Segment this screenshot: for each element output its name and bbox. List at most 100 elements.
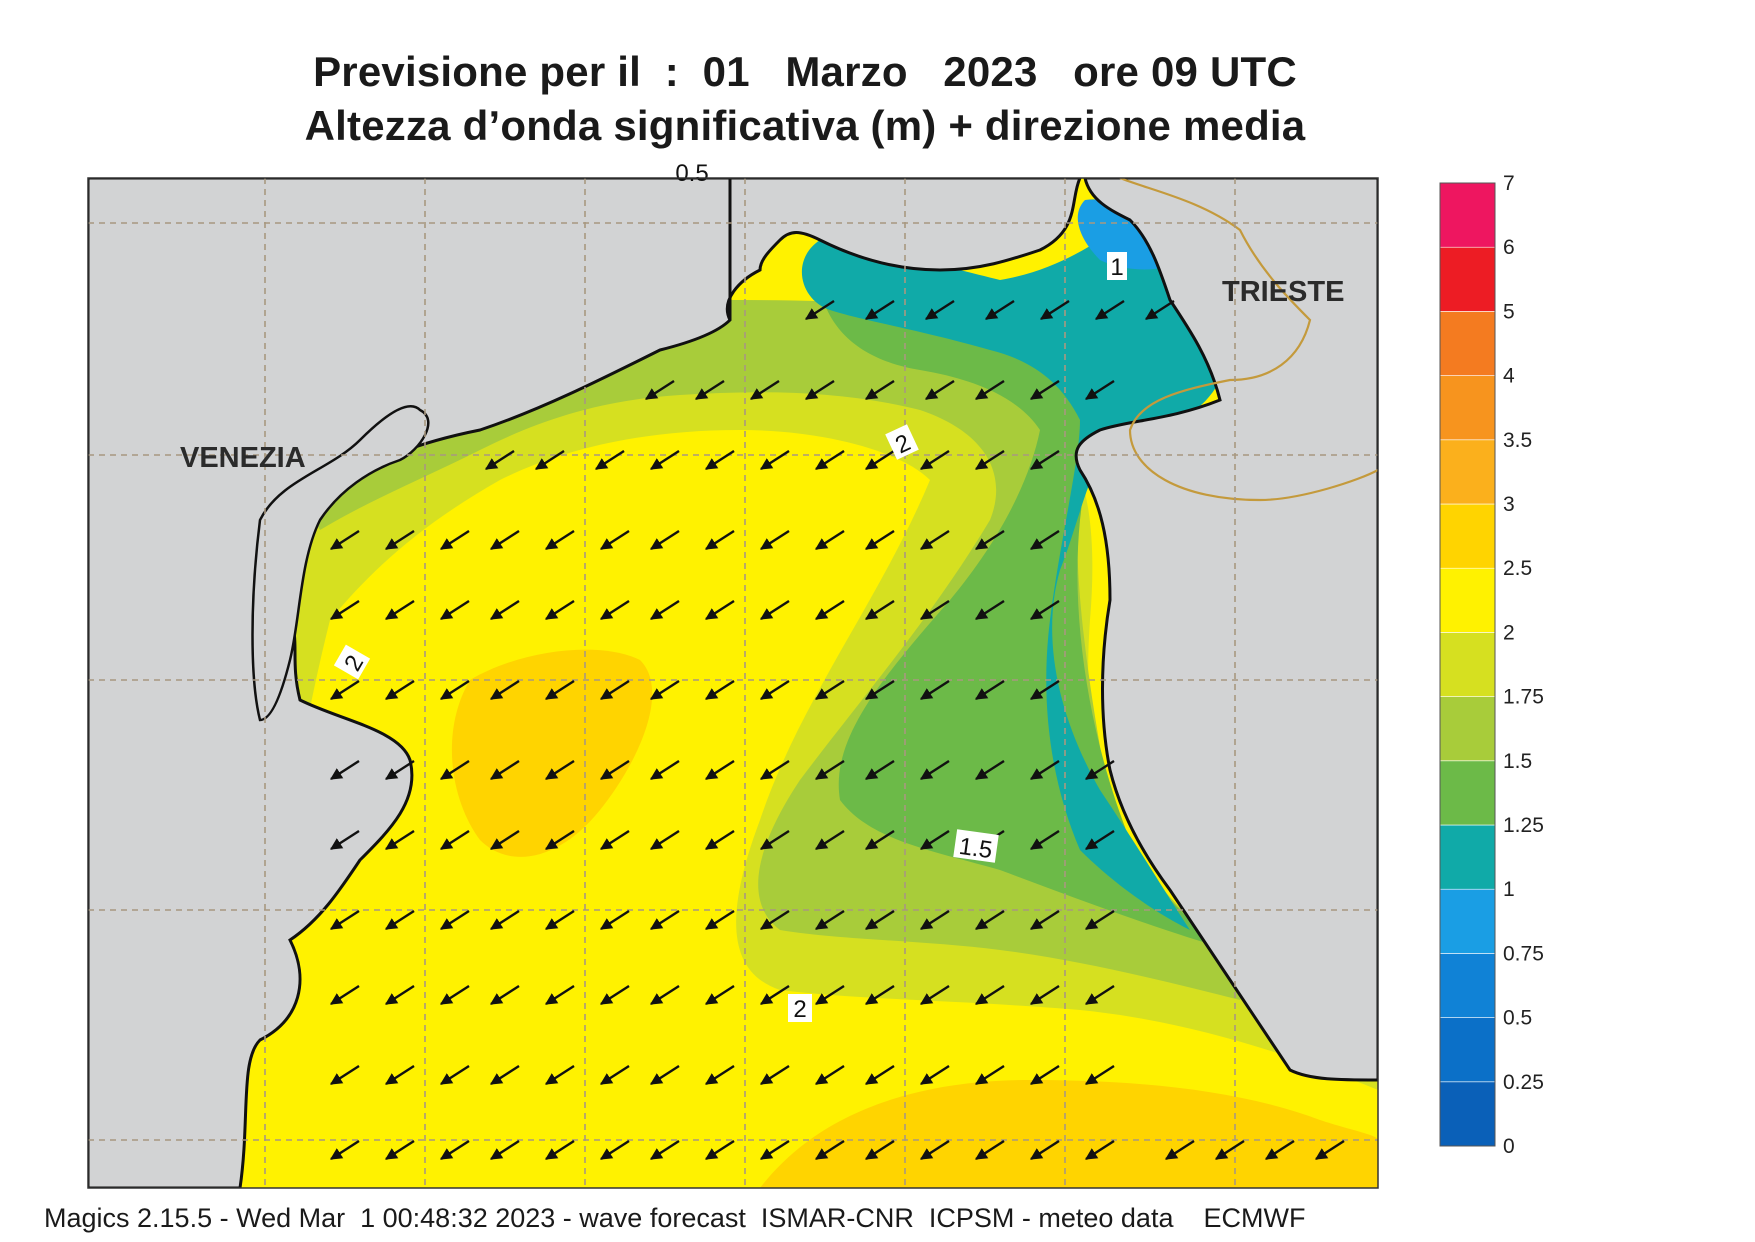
direction-arrow <box>814 449 845 471</box>
direction-arrow <box>704 829 735 851</box>
svg-text:1.5: 1.5 <box>957 833 994 864</box>
legend-tick-label: 0.5 <box>1503 1007 1532 1030</box>
direction-arrow <box>644 379 675 401</box>
direction-arrow <box>924 299 955 321</box>
direction-arrow <box>1084 829 1115 851</box>
color-legend: 0 0.25 0.5 0.75 1 1.25 1.5 1.75 2 2.5 3 3.5 4 5 6 7 <box>1439 172 1544 1158</box>
svg-text:2: 2 <box>793 996 806 1023</box>
direction-arrow <box>384 909 415 931</box>
direction-arrow <box>439 599 470 621</box>
wave-band-1-25 <box>820 290 1230 950</box>
direction-arrow <box>974 679 1005 701</box>
legend-swatch <box>1439 1017 1496 1083</box>
land-venice-lagoon <box>251 405 430 722</box>
direction-arrow <box>864 829 895 851</box>
direction-arrow <box>599 599 630 621</box>
legend-swatch <box>1439 696 1496 762</box>
city-label-venezia: VENEZIA <box>180 442 306 474</box>
direction-arrow <box>814 679 845 701</box>
direction-arrow <box>704 759 735 781</box>
direction-arrow <box>759 1139 790 1161</box>
direction-arrow <box>329 1139 360 1161</box>
direction-arrow <box>974 984 1005 1006</box>
svg-text:1: 1 <box>1110 254 1123 281</box>
direction-arrow <box>439 984 470 1006</box>
contour-label-top-edge: 0.5 <box>675 160 708 187</box>
legend-tick-label: 6 <box>1503 236 1515 259</box>
direction-arrow <box>599 1064 630 1086</box>
direction-arrow <box>649 759 680 781</box>
direction-arrow <box>704 1064 735 1086</box>
legend-swatch <box>1439 888 1496 954</box>
direction-arrow <box>329 909 360 931</box>
direction-arrow <box>864 1064 895 1086</box>
direction-arrow <box>489 759 520 781</box>
direction-arrow <box>919 984 950 1006</box>
contour-label-2-south: 2 <box>788 994 812 1023</box>
direction-arrow <box>759 984 790 1006</box>
direction-arrow <box>814 599 845 621</box>
direction-arrow <box>329 599 360 621</box>
direction-arrow <box>814 1064 845 1086</box>
direction-arrow <box>864 1139 895 1161</box>
direction-arrow <box>544 529 575 551</box>
direction-arrow <box>814 829 845 851</box>
direction-arrow <box>1314 1139 1345 1161</box>
direction-arrow <box>329 829 360 851</box>
direction-arrow <box>489 1064 520 1086</box>
legend-tick-label: 1.75 <box>1503 686 1544 709</box>
direction-arrow <box>1144 299 1175 321</box>
legend-swatch <box>1439 503 1496 569</box>
wave-band-2-5-centre <box>451 649 653 857</box>
direction-arrow <box>1214 1139 1245 1161</box>
direction-arrow <box>329 759 360 781</box>
direction-arrow <box>1084 1139 1115 1161</box>
direction-arrow <box>759 909 790 931</box>
wave-band-1-0 <box>801 220 1220 930</box>
direction-arrow <box>384 529 415 551</box>
legend-swatch <box>1439 1081 1496 1147</box>
direction-arrow <box>489 829 520 851</box>
legend-swatch <box>1439 246 1496 312</box>
direction-arrow <box>489 1139 520 1161</box>
direction-arrow <box>814 909 845 931</box>
graticule <box>88 178 1378 1188</box>
direction-arrow <box>544 599 575 621</box>
legend-tick-label: 5 <box>1503 300 1515 323</box>
direction-arrow <box>649 909 680 931</box>
direction-arrow <box>329 1064 360 1086</box>
direction-arrow <box>974 909 1005 931</box>
direction-arrow <box>864 599 895 621</box>
direction-arrow <box>974 529 1005 551</box>
direction-arrow <box>384 759 415 781</box>
direction-arrow <box>1029 529 1060 551</box>
direction-arrow <box>384 679 415 701</box>
direction-arrow <box>534 449 565 471</box>
direction-arrow <box>544 909 575 931</box>
direction-arrow <box>439 1139 470 1161</box>
direction-arrow <box>919 1139 950 1161</box>
direction-arrow <box>864 759 895 781</box>
legend-tick-label: 3.5 <box>1503 429 1532 452</box>
direction-arrow <box>864 984 895 1006</box>
direction-arrow <box>649 1064 680 1086</box>
direction-arrow <box>984 299 1015 321</box>
direction-arrow <box>704 529 735 551</box>
direction-arrow <box>599 529 630 551</box>
legend-swatch <box>1439 182 1496 248</box>
direction-arrow <box>759 679 790 701</box>
direction-arrow <box>919 529 950 551</box>
contour-label-1: 1 <box>1107 252 1127 281</box>
direction-arrow <box>704 909 735 931</box>
direction-arrow <box>1164 1139 1195 1161</box>
direction-arrow <box>864 529 895 551</box>
legend-tick-label: 3 <box>1503 493 1515 516</box>
mean-direction-arrows <box>329 299 1345 1161</box>
direction-arrow <box>599 984 630 1006</box>
direction-arrow <box>649 984 680 1006</box>
direction-arrow <box>974 449 1005 471</box>
direction-arrow <box>814 1139 845 1161</box>
direction-arrow <box>864 299 895 321</box>
direction-arrow <box>759 449 790 471</box>
